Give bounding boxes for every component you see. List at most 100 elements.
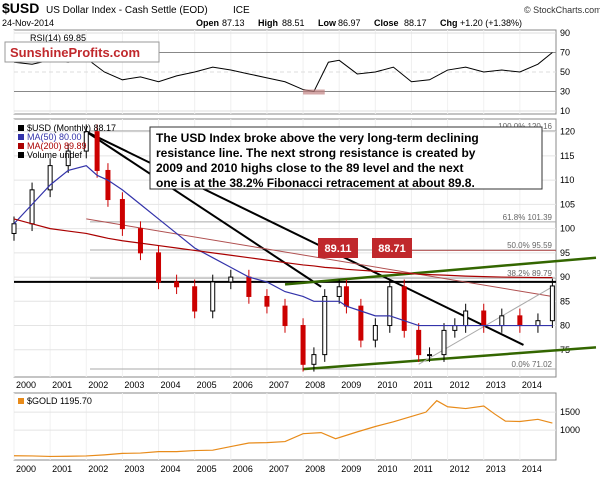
fib-level-label: 0.0% 71.02 [512, 360, 553, 369]
ma50-line [13, 164, 553, 327]
price-legend-swatch [18, 134, 24, 140]
candle-body [47, 165, 53, 191]
resistance-level-label: 88.71 [378, 243, 406, 255]
candle-body [343, 286, 349, 307]
candle-body [282, 305, 288, 327]
fib-level-label: 61.8% 101.39 [503, 213, 553, 222]
annotation-line-2: resistance line. The next strong resista… [156, 146, 476, 160]
low-label: Low [318, 18, 337, 28]
candle-body [137, 228, 143, 254]
gold-x-tick: 2008 [305, 464, 325, 474]
gold-x-tick: 2010 [377, 464, 397, 474]
fib-level-label: 50.0% 95.59 [507, 241, 552, 250]
price-x-tick: 2004 [161, 380, 181, 390]
gold-x-tick: 2012 [450, 464, 470, 474]
candle-body [517, 315, 523, 327]
price-x-tick: 2007 [269, 380, 289, 390]
chart-credit: © StockCharts.com [524, 5, 600, 15]
watermark-box [4, 41, 160, 63]
price-legend-entry: Volume undef [27, 150, 83, 160]
open-value: 87.13 [222, 18, 245, 28]
gold-x-tick: 2003 [124, 464, 144, 474]
price-x-tick: 2003 [124, 380, 144, 390]
price-x-tick: 2011 [413, 380, 432, 390]
close-label: Close [374, 18, 399, 28]
gold-y-tick: 1000 [560, 425, 580, 435]
price-legend-entry: MA(50) 80.00 [27, 132, 82, 142]
lower-support-line [302, 346, 597, 371]
rsi-line [13, 52, 553, 93]
gold-panel [13, 392, 557, 461]
candle-body [401, 286, 407, 331]
candle-body [264, 295, 270, 307]
price-y-tick: 110 [560, 175, 574, 185]
annotation-box [149, 126, 543, 190]
gold-x-tick: 2005 [197, 464, 217, 474]
upper-support-line [284, 256, 597, 286]
ma200-line [13, 218, 553, 279]
chart-exchange: ICE [233, 5, 250, 16]
gold-line [13, 399, 553, 458]
price-y-tick: 115 [560, 151, 574, 161]
fib-level-label: 38.2% 89.79 [507, 269, 552, 278]
low-value: 86.97 [338, 18, 361, 28]
price-legend-swatch [18, 152, 24, 158]
candle-body [83, 131, 89, 152]
candle-body [246, 276, 252, 297]
gold-x-tick: 2002 [88, 464, 108, 474]
gold-x-tick: 2007 [269, 464, 289, 474]
resistance-level-box [318, 238, 358, 258]
candle-body [336, 286, 342, 297]
chg-label: Chg [440, 18, 458, 28]
chg-value: +1.20 (+1.38%) [460, 18, 522, 28]
rsi-y-tick: 50 [560, 67, 570, 77]
gold-y-tick: 1500 [560, 407, 580, 417]
open-label: Open [196, 18, 219, 28]
gold-x-tick: 2001 [52, 464, 72, 474]
price-x-tick: 2009 [341, 380, 361, 390]
annotation-line-1: The USD Index broke above the very long-… [156, 131, 479, 145]
rsi-y-tick: 70 [560, 48, 570, 58]
price-legend-swatch [18, 143, 24, 149]
candle-body [119, 199, 125, 230]
price-x-tick: 2001 [52, 380, 72, 390]
price-y-tick: 90 [560, 272, 570, 282]
resistance-level-box [372, 238, 412, 258]
price-legend-entry: $USD (Monthly) 88.17 [27, 123, 116, 133]
gold-x-tick: 2011 [413, 464, 432, 474]
price-y-tick: 85 [560, 296, 570, 306]
high-label: High [258, 18, 278, 28]
candle-body [174, 281, 180, 288]
candle-body [228, 276, 234, 283]
candle-body [94, 131, 100, 171]
price-y-tick: 120 [560, 127, 575, 137]
price-y-tick: 105 [560, 199, 575, 209]
candle-body [156, 252, 162, 283]
rsi-oversold-shade [303, 89, 325, 95]
candle-body [387, 286, 393, 327]
close-value: 88.17 [404, 18, 427, 28]
price-y-tick: 80 [560, 321, 570, 331]
chart-instrument-name: US Dollar Index - Cash Settle (EOD) [46, 5, 208, 16]
watermark-text: SunshineProfits.com [10, 45, 140, 60]
candle-body [549, 285, 555, 322]
rsi-legend: RSI(14) 69.85 [30, 33, 86, 43]
gold-x-tick: 2014 [522, 464, 542, 474]
candle-body [322, 295, 328, 356]
annotation-line-4: one is at the 38.2% Fibonacci retracemen… [156, 176, 475, 190]
price-legend-swatch [18, 125, 24, 131]
chart-symbol: $USD [2, 0, 39, 16]
rsi-y-tick: 90 [560, 28, 570, 38]
candle-body [452, 325, 458, 331]
fib-level-label: 100.0% 120.16 [498, 122, 552, 131]
candle-body [481, 310, 487, 327]
gold-x-tick: 2009 [341, 464, 361, 474]
gold-x-tick: 2000 [16, 464, 36, 474]
candle-body [441, 329, 447, 356]
gold-legend-entry: $GOLD 1195.70 [27, 396, 92, 406]
price-y-tick: 100 [560, 224, 575, 234]
candle-body [427, 354, 433, 357]
candle-body [65, 150, 71, 167]
price-x-tick: 2013 [486, 380, 506, 390]
